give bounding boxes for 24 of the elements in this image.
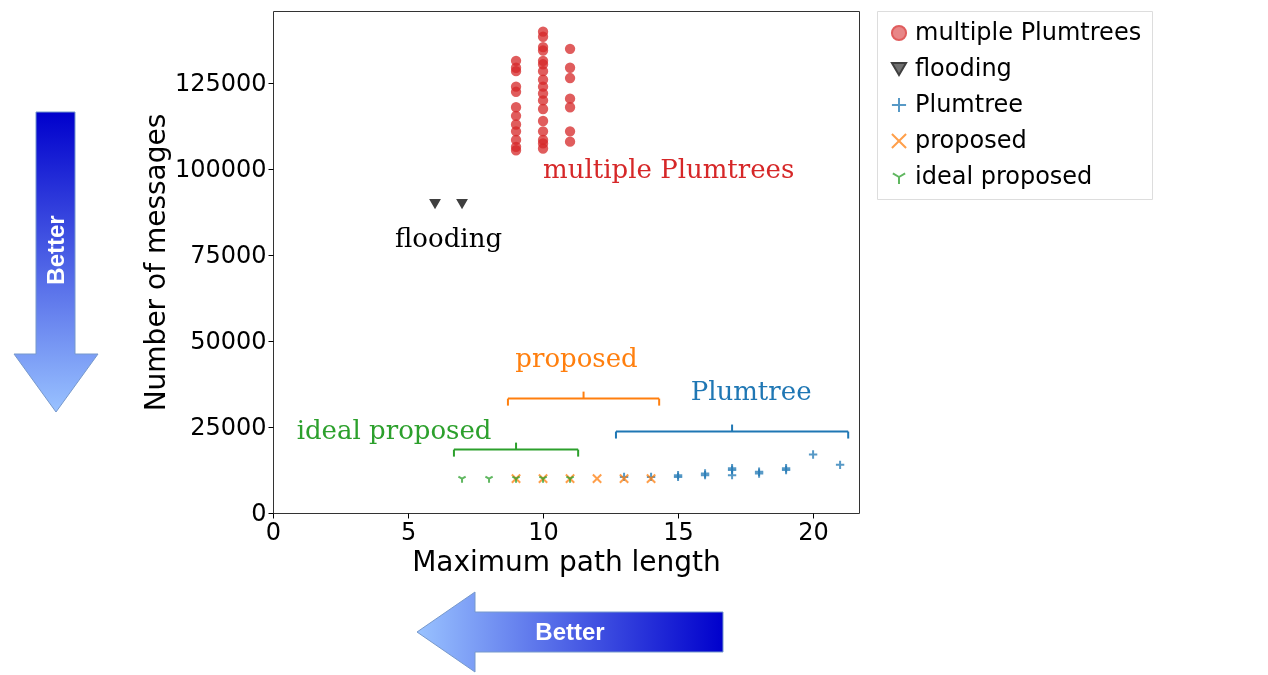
y-tick-label: 75000: [190, 240, 267, 269]
y-axis-title: Number of messages: [138, 113, 172, 412]
left-arrow-icon: Better: [415, 590, 725, 674]
legend-label: ideal proposed: [915, 162, 1093, 190]
x-tick-label: 15: [663, 517, 694, 546]
y-tick-label: 25000: [190, 412, 267, 441]
x-tick-label: 20: [798, 517, 829, 546]
text: ideal proposed: [296, 414, 492, 445]
text: Plumtree: [690, 375, 812, 406]
text: multiple Plumtrees: [543, 154, 795, 185]
text: proposed: [515, 342, 638, 373]
legend-label: proposed: [915, 126, 1027, 154]
down-arrow-icon: Better: [12, 110, 100, 414]
legend-label: flooding: [915, 54, 1012, 82]
y-tick-label: 125000: [174, 68, 267, 97]
y-tick-label: 0: [251, 498, 267, 527]
legend-label: Plumtree: [915, 90, 1024, 118]
x-axis-title: Maximum path length: [412, 544, 721, 578]
legend-label: multiple Plumtrees: [915, 18, 1142, 46]
text: flooding: [395, 222, 503, 253]
y-tick-label: 50000: [190, 326, 267, 355]
x-tick-label: 5: [400, 517, 417, 546]
y-tick-label: 100000: [174, 154, 267, 183]
x-tick-label: 10: [528, 517, 559, 546]
